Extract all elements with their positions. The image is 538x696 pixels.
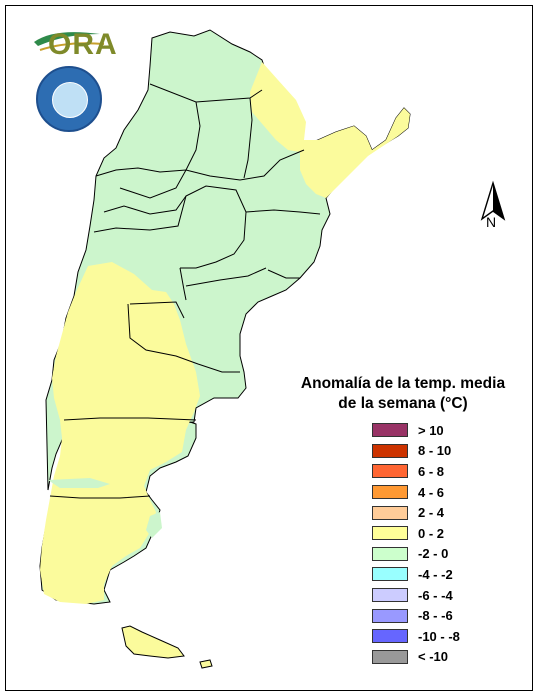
legend-label: -6 - -4	[418, 587, 453, 603]
legend-swatch	[372, 588, 408, 603]
legend-item: < -10	[372, 647, 460, 668]
ora-logo-text: ORA	[48, 28, 118, 61]
legend-item: -2 - 0	[372, 544, 460, 565]
legend-swatch	[372, 526, 408, 541]
legend-swatch	[372, 423, 408, 438]
map-south-yellow	[40, 262, 200, 604]
legend-swatch	[372, 629, 408, 644]
legend-item: 2 - 4	[372, 502, 460, 523]
legend-label: 2 - 4	[418, 505, 445, 521]
legend-item: -10 - -8	[372, 626, 460, 647]
legend-swatch	[372, 649, 408, 664]
smn-seal-emblem	[52, 82, 88, 118]
legend-swatch	[372, 567, 408, 582]
smn-seal-logo	[36, 66, 102, 132]
legend-item: 0 - 2	[372, 523, 460, 544]
map-south-green-patch	[146, 512, 162, 538]
map-tierra-del-fuego	[121, 625, 185, 659]
legend-item: > 10	[372, 420, 460, 441]
legend-title-line1: Anomalía de la temp. media	[300, 375, 506, 392]
ora-logo-swoosh	[34, 32, 105, 51]
north-label: N	[486, 214, 497, 230]
legend-item: 8 - 10	[372, 441, 460, 462]
legend-item: -6 - -4	[372, 585, 460, 606]
legend-label: 8 - 10	[418, 443, 452, 459]
ora-logo: ORA	[30, 22, 117, 62]
legend: > 10 8 - 10 6 - 8 4 - 6 2 - 4 0 - 2 -2 -…	[372, 420, 460, 667]
legend-label: > 10	[418, 422, 444, 438]
legend-item: 4 - 6	[372, 482, 460, 503]
legend-item: -4 - -2	[372, 564, 460, 585]
legend-item: 6 - 8	[372, 461, 460, 482]
legend-swatch	[372, 485, 408, 500]
legend-swatch	[372, 505, 408, 520]
legend-label: 6 - 8	[418, 463, 445, 479]
map-province-borders	[49, 83, 321, 499]
map-islands	[199, 659, 213, 669]
legend-label: < -10	[418, 649, 448, 665]
map-south-green-strip	[48, 478, 110, 488]
legend-label: -2 - 0	[418, 546, 449, 562]
legend-swatch	[372, 608, 408, 623]
legend-title-line2: de la semana (°C)	[338, 395, 468, 412]
legend-label: 0 - 2	[418, 525, 445, 541]
legend-swatch	[372, 443, 408, 458]
north-arrow-icon	[480, 180, 506, 221]
map-northeast-yellow	[250, 62, 410, 198]
legend-label: -8 - -6	[418, 608, 453, 624]
legend-swatch	[372, 464, 408, 479]
legend-label: -10 - -8	[418, 628, 460, 644]
legend-label: 4 - 6	[418, 484, 445, 500]
legend-title: Anomalía de la temp. media de la semana …	[288, 374, 518, 414]
legend-label: -4 - -2	[418, 566, 453, 582]
legend-swatch	[372, 546, 408, 561]
legend-item: -8 - -6	[372, 605, 460, 626]
